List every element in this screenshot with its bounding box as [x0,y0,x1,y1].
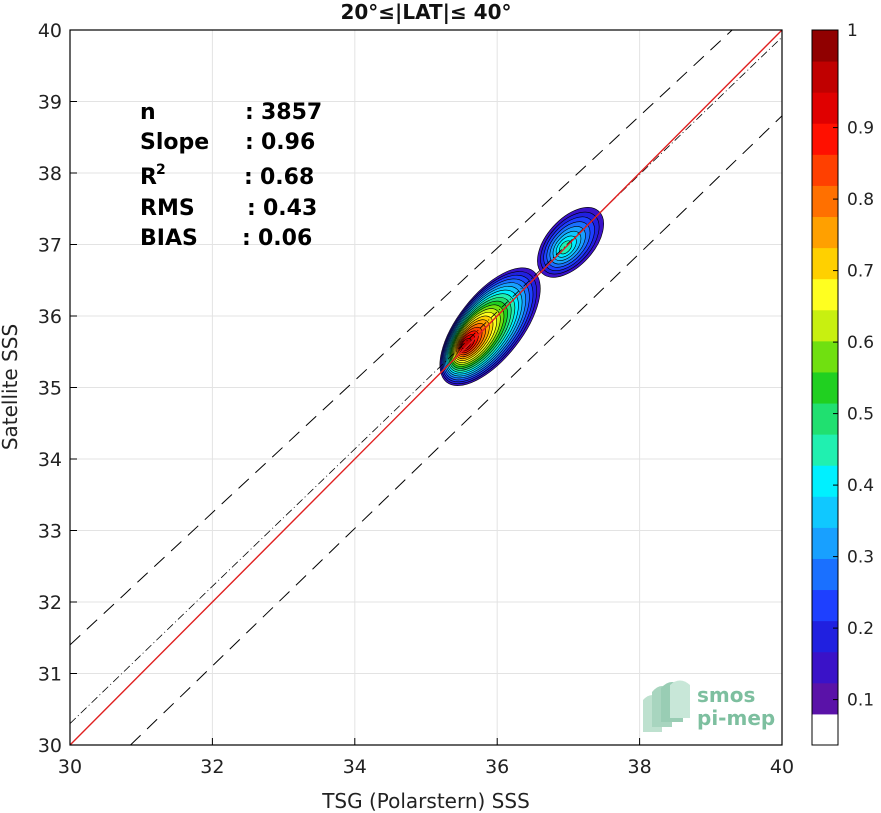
colorbar-swatch [812,278,838,311]
colorbar-swatch [812,309,838,342]
y-tick-label: 35 [38,378,62,400]
y-axis-ticks: 30 31 32 33 34 35 36 37 38 39 40 [38,20,77,757]
colorbar-tick-label: 0.2 [847,619,874,639]
stat-separator: : [244,165,260,190]
colorbar-swatch [812,403,838,435]
colorbar-swatch [812,713,838,746]
y-tick-label: 40 [38,20,62,42]
y-tick-label: 36 [38,306,62,328]
colorbar-swatch [812,682,838,715]
colorbar-tick-label: 0.9 [847,119,874,139]
y-tick-label: 30 [38,735,62,757]
colorbar-swatch [812,216,838,249]
statistics-box: n: 3857 Slope: 0.96 R 2: 0.68 RMS: 0.43 BIAS:… [140,100,322,251]
stat-name: BIAS [140,226,198,251]
stat-value: 0.43 [263,196,317,221]
x-tick-label: 36 [485,756,509,778]
lower-bound-line [130,115,782,745]
colorbar-swatch [812,465,838,497]
colorbar-tick-label: 0.6 [847,333,874,353]
y-tick-label: 32 [38,592,62,614]
reference-lines [70,30,782,745]
stat-value: 0.96 [261,130,315,155]
x-axis-ticks: 30 32 34 36 38 40 [58,738,794,778]
colorbar-tick-label: 0.3 [847,548,874,568]
colorbar-swatch [812,30,838,62]
smos-pi-mep-logo: smos pi-mep [643,680,775,732]
one-to-one-line [70,30,782,745]
upper-bound-line [70,30,733,646]
colorbar-tick-label: 0.4 [847,476,874,496]
logo-text-smos: smos [697,683,755,707]
colorbar-tick-label: 0.1 [847,691,874,711]
stat-value: 3857 [261,100,322,125]
colorbar-swatch [812,340,838,373]
stat-value: 0.68 [260,165,314,190]
stat-name: n [140,100,156,125]
colorbar-swatch [812,123,838,155]
logo-waves-icon [643,680,690,732]
stat-separator: : [245,100,261,125]
y-tick-label: 39 [38,92,62,114]
colorbar-frame [811,29,839,746]
density-contour [461,338,472,350]
colorbar-swatch [812,154,838,186]
y-tick-label: 34 [38,449,62,471]
y-tick-label: 33 [38,521,62,543]
stat-name: Slope [140,130,209,155]
colorbar-swatch [812,92,838,124]
colorbar: 0.1 0.2 0.3 0.4 0.5 0.6 0.7 0.8 0.9 1 [811,21,874,746]
colorbar-tick-label: 0.7 [847,262,874,282]
colorbar-swatch [812,185,838,218]
colorbar-swatch [812,434,838,466]
y-axis-label: Satellite SSS [0,324,22,450]
y-tick-label: 38 [38,163,62,185]
colorbar-swatch [812,558,838,591]
colorbar-swatch [812,247,838,280]
stat-value: 0.06 [258,226,312,251]
logo-text-pimep: pi-mep [697,706,775,730]
colorbar-swatch [812,527,838,559]
stat-name: RMS [140,196,195,221]
x-tick-label: 32 [200,756,224,778]
stat-separator: : [242,226,258,251]
x-axis-label: TSG (Polarstern) SSS [321,789,530,813]
colorbar-swatch [812,589,838,622]
stat-separator: : [245,130,261,155]
x-tick-label: 34 [343,756,367,778]
stat-name: R [140,165,157,190]
colorbar-tick-label: 0.8 [847,190,874,210]
colorbar-swatch [812,496,838,528]
x-tick-label: 40 [770,756,794,778]
colorbar-swatch [812,61,838,93]
grid-lines [70,30,782,745]
colorbar-swatch [812,651,838,684]
colorbar-tick-label: 0.5 [847,405,874,425]
x-tick-label: 30 [58,756,82,778]
colorbar-swatch [812,371,838,404]
stat-superscript: 2 [156,162,166,178]
stat-separator: : [247,196,263,221]
colorbar-tick-label: 1 [847,21,858,41]
x-tick-label: 38 [628,756,652,778]
y-tick-label: 31 [38,664,62,686]
chart-title: 20°≤|LAT|≤ 40° [340,0,511,24]
y-tick-label: 37 [38,235,62,257]
colorbar-swatch [812,620,838,653]
